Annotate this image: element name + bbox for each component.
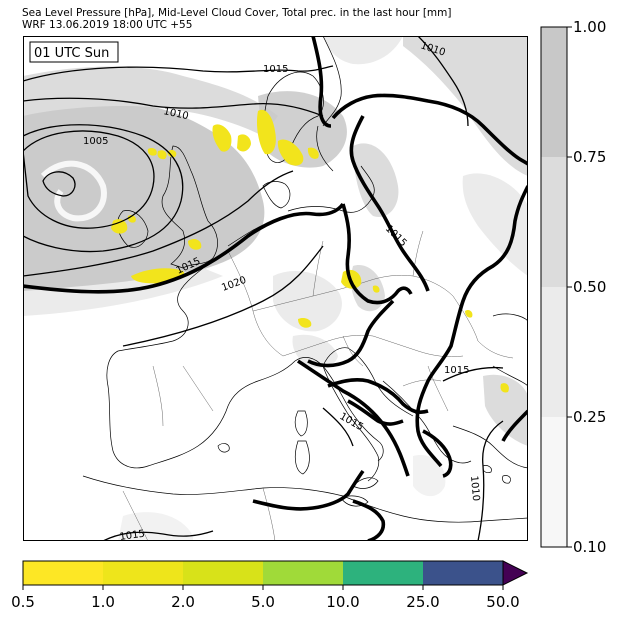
precipitation-colorbar: 0.5 1.0 2.0 5.0 10.0 25.0 50.0 (11, 560, 529, 611)
isobar-label: 1005 (83, 136, 108, 147)
precip-colorbar-segment (263, 561, 343, 585)
precip-colorbar-segment (183, 561, 263, 585)
country-borders (122, 230, 514, 541)
precip-colorbar-tick-label: 50.0 (486, 593, 519, 611)
precip-colorbar-tick-label: 5.0 (251, 593, 275, 611)
isobar-label: 1015 (263, 64, 288, 75)
precip-colorbar-tick-label: 25.0 (406, 593, 439, 611)
precip-colorbar-segment (423, 561, 503, 585)
model-run-subtitle: WRF 13.06.2019 18:00 UTC +55 (22, 19, 193, 31)
precip-colorbar-segment (23, 561, 103, 585)
chart-title: Sea Level Pressure [hPa], Mid-Level Clou… (22, 7, 452, 19)
cloud-colorbar-tick-label: 0.50 (573, 278, 606, 296)
cloud-colorbar-tick-label: 1.00 (573, 18, 606, 36)
cloud-cover-colorbar: 1.00 0.75 0.50 0.25 0.10 (540, 18, 606, 556)
isobars-thick (23, 36, 528, 541)
isobar-label: 1010 (468, 475, 481, 501)
map-frame (23, 36, 528, 541)
isobar-label: 1015 (119, 529, 146, 541)
precip-colorbar-extend-arrow (502, 560, 529, 586)
precip-colorbar-segment (103, 561, 183, 585)
weather-map: 1015 1010 1010 1005 1015 1015 1020 1015 … (23, 36, 528, 541)
precip-colorbar-tick-label: 0.5 (11, 593, 35, 611)
cloud-colorbar-segment (541, 157, 567, 287)
cloud-colorbar-segment (541, 27, 567, 157)
precip-colorbar-tick-label: 2.0 (171, 593, 195, 611)
precip-colorbar-segment (343, 561, 423, 585)
cloud-colorbar-segment (541, 287, 567, 417)
precip-colorbar-tick-label: 1.0 (91, 593, 115, 611)
cloud-colorbar-tick-label: 0.75 (573, 148, 606, 166)
isobar-label: 1015 (444, 365, 469, 376)
isobars-thin (23, 36, 504, 541)
cloud-colorbar-tick-label: 0.10 (573, 538, 606, 556)
cloud-colorbar-segment (541, 417, 567, 547)
isobar-label: 1010 (162, 106, 189, 122)
cloud-cover-shading (23, 36, 528, 541)
cloud-colorbar-tick-label: 0.25 (573, 408, 606, 426)
time-label: 01 UTC Sun (34, 46, 109, 61)
isobar-labels: 1015 1010 1010 1005 1015 1015 1020 1015 … (83, 40, 481, 541)
time-label-box (29, 41, 119, 63)
precip-colorbar-tick-label: 10.0 (326, 593, 359, 611)
